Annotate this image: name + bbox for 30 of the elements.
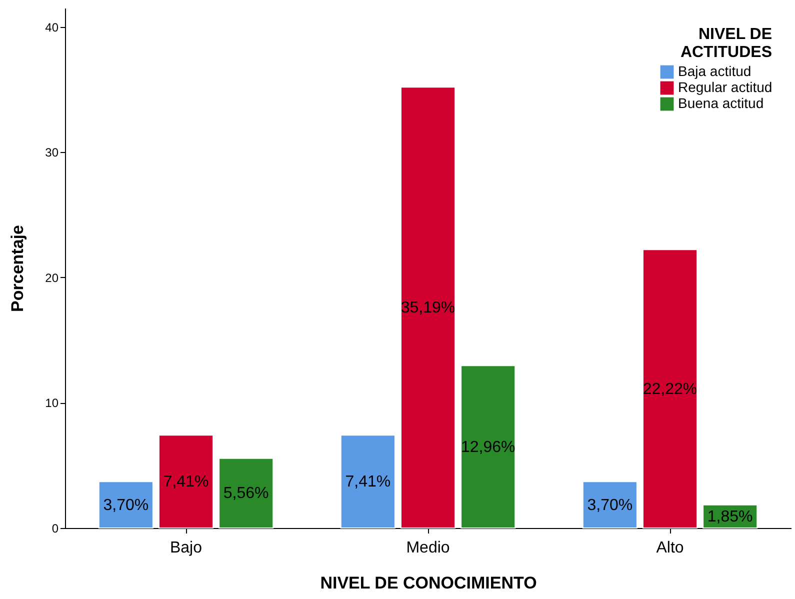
- legend-label: Buena actitud: [678, 95, 764, 111]
- data-label: 35,19%: [400, 300, 456, 317]
- data-label: 22,22%: [642, 380, 698, 398]
- data-label: 7,41%: [163, 474, 209, 491]
- legend-label: Baja actitud: [678, 63, 752, 79]
- x-tick-label: Medio: [406, 540, 450, 556]
- data-label: 5,56%: [223, 485, 269, 502]
- bar: [400, 86, 456, 528]
- y-axis-title: Porcentaje: [8, 225, 28, 312]
- x-tick-label: Alto: [656, 540, 684, 556]
- bar: [158, 434, 214, 528]
- bar: [340, 434, 396, 528]
- bar: [642, 249, 698, 528]
- x-axis-title: NIVEL DE CONOCIMIENTO: [320, 574, 537, 592]
- y-tick-label: 10: [45, 396, 59, 410]
- y-tick-label: 0: [52, 522, 59, 536]
- data-label: 7,41%: [345, 474, 391, 491]
- bar: [98, 481, 154, 528]
- bar: [218, 458, 274, 528]
- data-label: 3,70%: [587, 496, 633, 514]
- legend-label: Regular actitud: [678, 79, 772, 95]
- x-tick-label: Bajo: [170, 540, 202, 556]
- bar: [460, 365, 516, 528]
- y-tick-label: 40: [45, 20, 59, 34]
- y-tick-label: 20: [45, 270, 59, 285]
- legend-title: NIVEL DE ACTITUDES: [680, 26, 772, 61]
- y-tick-label: 30: [45, 146, 59, 160]
- bar: [582, 481, 638, 528]
- data-label: 1,85%: [707, 508, 753, 526]
- data-label: 3,70%: [103, 496, 149, 514]
